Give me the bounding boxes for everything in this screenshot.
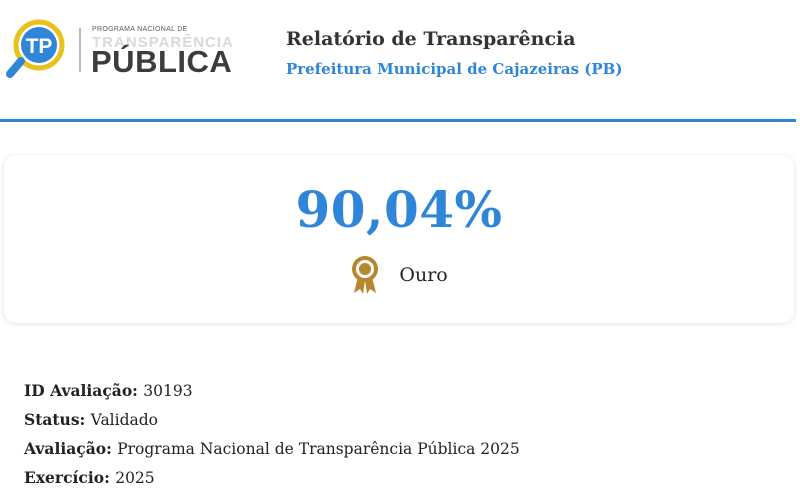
logo-big-text: PÚBLICA	[91, 44, 233, 79]
detail-row-status: Status: Validado	[24, 405, 784, 434]
score-value: 90,04%	[295, 180, 503, 239]
logo-small-text: PROGRAMA NACIONAL DE	[92, 26, 188, 33]
report-header: TP PROGRAMA NACIONAL DE TRANSPARÊNCIA PÚ…	[0, 0, 800, 122]
score-card: 90,04% Ouro	[4, 155, 794, 323]
page-subtitle: Prefeitura Municipal de Cajazeiras (PB)	[286, 60, 623, 78]
logo-mid-text: TRANSPARÊNCIA	[92, 34, 234, 51]
svg-text:TP: TP	[26, 35, 53, 58]
detail-label: Exercício:	[24, 468, 116, 487]
detail-value: Validado	[90, 411, 159, 429]
medal-icon	[352, 256, 379, 294]
medal-label: Ouro	[399, 264, 448, 286]
detail-row-evaluation: Avaliação: Programa Nacional de Transpar…	[24, 434, 784, 463]
detail-label: Avaliação:	[24, 439, 118, 458]
detail-row-id: ID Avaliação: 30193	[24, 376, 784, 405]
detail-row-year: Exercício: 2025	[24, 463, 784, 492]
logo-divider	[79, 28, 81, 72]
detail-value: 2025	[115, 469, 155, 487]
tp-magnifier-logo-icon: TP	[6, 19, 65, 78]
medal-row: Ouro	[4, 255, 794, 295]
detail-label: ID Avaliação:	[24, 381, 144, 400]
header-divider	[0, 119, 796, 122]
program-logo: TP PROGRAMA NACIONAL DE TRANSPARÊNCIA PÚ…	[4, 16, 234, 84]
page-title: Relatório de Transparência	[286, 28, 576, 50]
detail-value: Programa Nacional de Transparência Públi…	[117, 440, 520, 458]
detail-value: 30193	[143, 382, 193, 400]
detail-label: Status:	[24, 410, 91, 429]
evaluation-details: ID Avaliação: 30193 Status: Validado Ava…	[24, 376, 784, 492]
